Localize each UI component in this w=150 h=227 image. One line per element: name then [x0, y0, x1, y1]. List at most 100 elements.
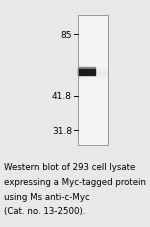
- Bar: [78, 38, 108, 39]
- Bar: [78, 109, 108, 110]
- Bar: [78, 16, 108, 145]
- Bar: [78, 27, 108, 29]
- Bar: [78, 94, 108, 95]
- Bar: [78, 86, 108, 87]
- Bar: [78, 35, 108, 37]
- Bar: [78, 141, 108, 143]
- Bar: [78, 106, 108, 108]
- Bar: [78, 119, 108, 121]
- Bar: [78, 56, 108, 57]
- Bar: [78, 117, 108, 118]
- Bar: [78, 57, 108, 59]
- Text: expressing a Myc-tagged protein: expressing a Myc-tagged protein: [4, 177, 147, 186]
- Bar: [78, 79, 108, 81]
- Bar: [78, 78, 108, 79]
- Bar: [78, 143, 108, 144]
- Bar: [78, 101, 108, 103]
- Bar: [78, 65, 108, 66]
- Bar: [78, 112, 108, 113]
- Bar: [78, 47, 108, 48]
- Bar: [78, 43, 108, 44]
- Bar: [78, 39, 108, 40]
- Bar: [78, 125, 108, 126]
- Bar: [78, 18, 108, 20]
- Bar: [78, 130, 108, 131]
- Bar: [78, 16, 108, 145]
- Bar: [78, 95, 108, 96]
- Bar: [78, 140, 108, 141]
- Bar: [78, 103, 108, 104]
- Bar: [78, 75, 108, 77]
- Bar: [78, 55, 108, 56]
- Text: 31.8: 31.8: [52, 126, 72, 135]
- Bar: [78, 110, 108, 112]
- Bar: [78, 88, 108, 90]
- Bar: [78, 139, 108, 140]
- Bar: [78, 136, 108, 138]
- Bar: [78, 69, 108, 70]
- Bar: [78, 22, 108, 24]
- Bar: [78, 30, 108, 31]
- Bar: [78, 16, 108, 17]
- Bar: [78, 17, 108, 18]
- Bar: [78, 104, 108, 105]
- Text: (Cat. no. 13-2500).: (Cat. no. 13-2500).: [4, 207, 86, 215]
- Bar: [78, 113, 108, 114]
- Bar: [78, 81, 108, 82]
- Bar: [78, 21, 108, 22]
- Bar: [78, 44, 108, 46]
- Bar: [78, 72, 108, 73]
- Bar: [78, 64, 108, 65]
- Text: Western blot of 293 cell lysate: Western blot of 293 cell lysate: [4, 162, 136, 171]
- Bar: [78, 82, 108, 83]
- Bar: [78, 46, 108, 47]
- Bar: [78, 99, 108, 100]
- Bar: [78, 49, 108, 51]
- Bar: [78, 122, 108, 123]
- Bar: [78, 121, 108, 122]
- Bar: [78, 26, 108, 27]
- Bar: [78, 61, 108, 62]
- Bar: [78, 116, 108, 117]
- Bar: [78, 59, 108, 60]
- Bar: [78, 24, 108, 25]
- Bar: [78, 70, 94, 76]
- Bar: [78, 68, 94, 70]
- Bar: [78, 62, 108, 64]
- Bar: [78, 73, 108, 74]
- Bar: [78, 114, 108, 116]
- Bar: [78, 74, 108, 75]
- Bar: [78, 90, 108, 91]
- Bar: [78, 48, 108, 49]
- Bar: [78, 108, 108, 109]
- Bar: [78, 29, 108, 30]
- Bar: [78, 118, 108, 119]
- Bar: [78, 138, 108, 139]
- Bar: [78, 20, 108, 21]
- Bar: [78, 37, 108, 38]
- Bar: [78, 25, 108, 26]
- Bar: [78, 144, 108, 145]
- Bar: [78, 126, 108, 127]
- Bar: [78, 68, 108, 69]
- Bar: [78, 52, 108, 53]
- Bar: [78, 42, 108, 43]
- Bar: [78, 51, 108, 52]
- Bar: [78, 34, 108, 35]
- Bar: [78, 70, 108, 72]
- Bar: [78, 96, 108, 97]
- Bar: [78, 92, 108, 94]
- Bar: [78, 105, 108, 106]
- Bar: [78, 77, 108, 78]
- Bar: [78, 60, 108, 61]
- Bar: [78, 135, 108, 136]
- Bar: [78, 33, 108, 34]
- Bar: [78, 134, 108, 135]
- Bar: [78, 83, 108, 84]
- Bar: [78, 97, 108, 99]
- Bar: [78, 100, 108, 101]
- Text: 85: 85: [60, 31, 72, 40]
- Text: using Ms anti-c-Myc: using Ms anti-c-Myc: [4, 192, 90, 201]
- Bar: [78, 40, 108, 42]
- Bar: [78, 127, 108, 128]
